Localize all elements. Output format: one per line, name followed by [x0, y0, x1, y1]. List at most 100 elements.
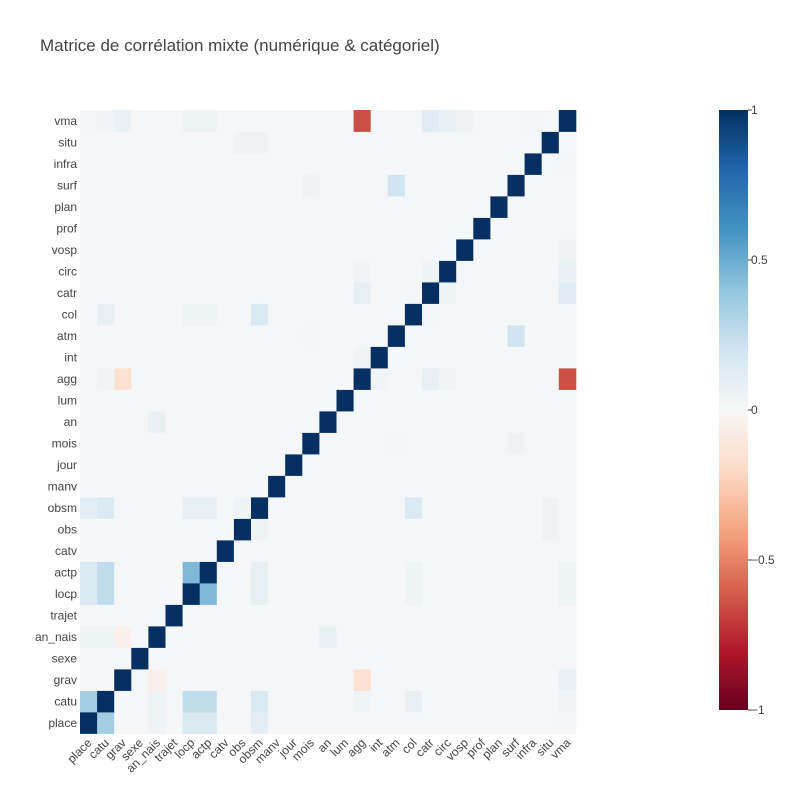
- heatmap-cell: [336, 346, 354, 369]
- heatmap-cell: [165, 561, 183, 584]
- heatmap-cell: [490, 669, 508, 691]
- heatmap-cell: [319, 540, 337, 562]
- heatmap-cell: [541, 432, 560, 455]
- heatmap-cell: [302, 174, 320, 197]
- heatmap-cell: [558, 604, 577, 627]
- heatmap-cell: [524, 325, 543, 347]
- heatmap-cell: [439, 647, 457, 670]
- heatmap-cell: [422, 131, 440, 154]
- heatmap-cell: [251, 583, 269, 605]
- heatmap-cell: [302, 196, 320, 218]
- heatmap-cell: [473, 583, 491, 605]
- heatmap-cell: [370, 217, 389, 240]
- heatmap-cell: [285, 368, 303, 390]
- heatmap-cell: [507, 647, 525, 670]
- heatmap-cell: [490, 454, 508, 476]
- heatmap-cell: [114, 432, 132, 455]
- y-tick-label: place: [48, 716, 77, 730]
- heatmap-cell: [148, 282, 166, 304]
- heatmap-cell: [336, 518, 354, 541]
- heatmap-cell: [319, 110, 337, 132]
- heatmap-cell: [387, 454, 406, 476]
- heatmap-cell: [404, 518, 423, 541]
- heatmap-cell: [370, 583, 389, 605]
- heatmap-cell: [80, 389, 98, 412]
- heatmap-cell: [302, 389, 320, 412]
- heatmap-cell: [268, 174, 286, 197]
- heatmap-cell: [268, 217, 286, 240]
- heatmap-cell: [439, 669, 457, 691]
- heatmap-cell: [319, 690, 337, 713]
- heatmap-cell: [370, 454, 389, 476]
- heatmap-cell: [285, 518, 303, 541]
- heatmap-cell: [165, 712, 183, 734]
- heatmap-cell: [507, 325, 525, 347]
- heatmap-cell: [507, 110, 525, 132]
- heatmap-cell: [387, 131, 406, 154]
- heatmap-cell: [336, 196, 354, 218]
- heatmap-cell: [422, 110, 440, 132]
- heatmap-cell: [422, 368, 440, 390]
- heatmap-cell: [302, 325, 320, 347]
- heatmap-cell: [490, 282, 508, 304]
- heatmap-cell: [336, 239, 354, 261]
- heatmap-cell: [131, 647, 149, 670]
- heatmap-cell: [302, 260, 320, 283]
- x-axis-ticks: placecatugravsexean_naistrajetlocpactpca…: [64, 735, 573, 775]
- heatmap-cell: [114, 712, 132, 734]
- heatmap-cell: [165, 647, 183, 670]
- heatmap-cell: [165, 325, 183, 347]
- heatmap-cell: [439, 518, 457, 541]
- heatmap-cell: [524, 303, 543, 326]
- heatmap-cell: [387, 690, 406, 713]
- heatmap-cell: [541, 282, 560, 304]
- y-tick-label: situ: [58, 135, 77, 149]
- heatmap-cell: [387, 239, 406, 261]
- heatmap-cell: [558, 583, 577, 605]
- heatmap-cell: [233, 669, 252, 691]
- y-tick-label: mois: [52, 436, 77, 450]
- heatmap-cell: [114, 110, 132, 132]
- heatmap-cell: [422, 647, 440, 670]
- heatmap-cell: [336, 153, 354, 175]
- heatmap-cell: [336, 303, 354, 326]
- heatmap-cell: [439, 325, 457, 347]
- heatmap-cell: [524, 583, 543, 605]
- heatmap-cell: [97, 239, 115, 261]
- heatmap-cell: [319, 131, 337, 154]
- heatmap-cell: [268, 432, 286, 455]
- heatmap-cell: [473, 368, 491, 390]
- heatmap-cell: [199, 389, 218, 412]
- heatmap-cell: [285, 540, 303, 562]
- heatmap-cell: [319, 647, 337, 670]
- heatmap-cell: [473, 712, 491, 734]
- heatmap-cell: [233, 626, 252, 648]
- heatmap-cell: [387, 153, 406, 175]
- heatmap-cells: [80, 110, 577, 734]
- heatmap-cell: [148, 561, 166, 584]
- heatmap-cell: [336, 260, 354, 283]
- heatmap-cell: [80, 540, 98, 562]
- heatmap-cell: [422, 475, 440, 498]
- heatmap-cell: [182, 110, 201, 132]
- heatmap-cell: [182, 196, 201, 218]
- heatmap-cell: [182, 432, 201, 455]
- heatmap-cell: [422, 239, 440, 261]
- heatmap-cell: [541, 368, 560, 390]
- heatmap-cell: [80, 669, 98, 691]
- heatmap-cell: [319, 604, 337, 627]
- heatmap-cell: [285, 647, 303, 670]
- heatmap-cell: [456, 690, 474, 713]
- heatmap-cell: [319, 626, 337, 648]
- y-tick-label: catr: [57, 286, 77, 300]
- heatmap-cell: [97, 432, 115, 455]
- heatmap-cell: [216, 196, 235, 218]
- heatmap-cell: [387, 325, 406, 347]
- colorbar-tick-label: 0.5: [751, 253, 768, 267]
- heatmap-cell: [336, 368, 354, 390]
- heatmap-cell: [353, 174, 372, 197]
- heatmap-cell: [422, 174, 440, 197]
- heatmap-cell: [456, 217, 474, 240]
- heatmap-cell: [404, 690, 423, 713]
- heatmap-cell: [182, 497, 201, 519]
